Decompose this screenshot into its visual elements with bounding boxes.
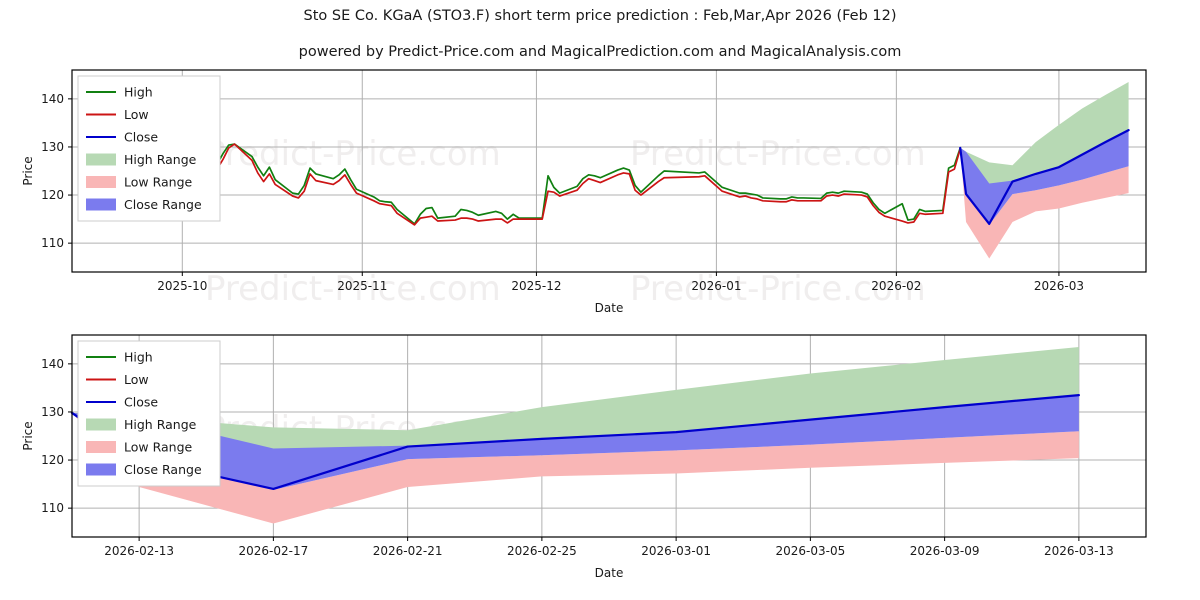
x-axis-title: Date (595, 301, 624, 315)
x-tick-label: 2026-01 (691, 279, 741, 293)
x-tick-label: 2026-02 (871, 279, 921, 293)
legend-swatch-band (86, 176, 116, 188)
watermark-layer: Predict-Price.com Predict-Price.com Predic… (205, 134, 926, 309)
legend-label: Low (124, 372, 149, 387)
watermark-text: Predict-Price.com (630, 269, 926, 309)
y-axis-title: Price (21, 421, 35, 450)
y-tick-label: 130 (41, 140, 64, 154)
low-line (88, 143, 962, 226)
y-tick-label: 120 (41, 188, 64, 202)
overview-chart: Predict-Price.com Predict-Price.com Predic… (21, 69, 1147, 315)
legend-label: Low (124, 107, 149, 122)
y-tick-label: 140 (41, 357, 64, 371)
x-tick-label: 2026-03 (1034, 279, 1084, 293)
legend-label: Low Range (124, 440, 193, 455)
axis-ticks: 110 120 130 140 2026-02-13 2026-02-17 2026-02-… (41, 357, 1114, 558)
legend-label: Close Range (124, 462, 202, 477)
high-range-band (72, 347, 1079, 461)
legend-swatch-band (86, 463, 116, 476)
chart-legend: High Low Close High Range Low Range Close Ran… (77, 340, 221, 487)
plot-border (71, 334, 1147, 538)
y-tick-label: 110 (41, 236, 64, 250)
legend-label: Close Range (124, 197, 202, 212)
legend-label: High (124, 85, 153, 100)
plot-border (71, 69, 1147, 273)
low-range-band (960, 147, 1129, 259)
x-tick-label: 2026-03-13 (1044, 544, 1114, 558)
watermark-text: Predict-Price.com (205, 409, 501, 449)
x-tick-label: 2025-11 (337, 279, 387, 293)
x-tick-label: 2025-12 (511, 279, 561, 293)
legend-label: Close (124, 130, 158, 145)
high-line (88, 143, 962, 225)
watermark-text: Predict-Price.com (205, 269, 501, 309)
legend-swatch-band (86, 153, 116, 166)
x-tick-label: 2026-02-13 (104, 544, 174, 558)
x-tick-label: 2026-02-25 (507, 544, 577, 558)
grid-lines (72, 335, 1146, 537)
x-tick-label: 2026-03-05 (776, 544, 846, 558)
x-tick-label: 2026-02-21 (373, 544, 443, 558)
y-tick-label: 120 (41, 453, 64, 467)
high-range-band (960, 82, 1129, 196)
y-tick-label: 140 (41, 92, 64, 106)
close-line (70, 394, 1080, 491)
legend-label: High (124, 350, 153, 365)
chart-legend: High Low Close High Range Low Range Close Ran… (77, 75, 221, 222)
close-line (959, 129, 1130, 226)
page-subtitle: powered by Predict-Price.com and Magical… (298, 44, 902, 60)
legend-box (77, 340, 221, 487)
x-tick-label: 2026-02-17 (239, 544, 309, 558)
x-tick-label: 2026-03-09 (910, 544, 980, 558)
legend-box (77, 75, 221, 222)
legend-label: Low Range (124, 175, 193, 190)
x-tick-label: 2026-03-01 (641, 544, 711, 558)
legend-label: Close (124, 395, 158, 410)
legend-swatch-band (86, 198, 116, 211)
x-axis-title: Date (595, 566, 624, 580)
legend-swatch-band (86, 418, 116, 431)
legend-label: High Range (124, 417, 197, 432)
watermark-text: Predict-Price.com (630, 409, 926, 449)
legend-label: High Range (124, 152, 197, 167)
y-tick-label: 110 (41, 501, 64, 515)
page-title: Sto SE Co. KGaA (STO3.F) short term pric… (303, 8, 897, 24)
watermark-layer: Predict-Price.com Predict-Price.com (205, 409, 926, 449)
low-range-band (72, 412, 1079, 524)
watermark-text: Predict-Price.com (630, 134, 926, 174)
legend-swatch-band (86, 441, 116, 453)
y-tick-label: 130 (41, 405, 64, 419)
close-range-band (72, 394, 1079, 490)
x-tick-label: 2025-10 (157, 279, 207, 293)
y-axis-title: Price (21, 156, 35, 185)
axis-ticks: 110 120 130 140 2025-10 2025-11 2025-12 2026-01… (41, 92, 1084, 293)
